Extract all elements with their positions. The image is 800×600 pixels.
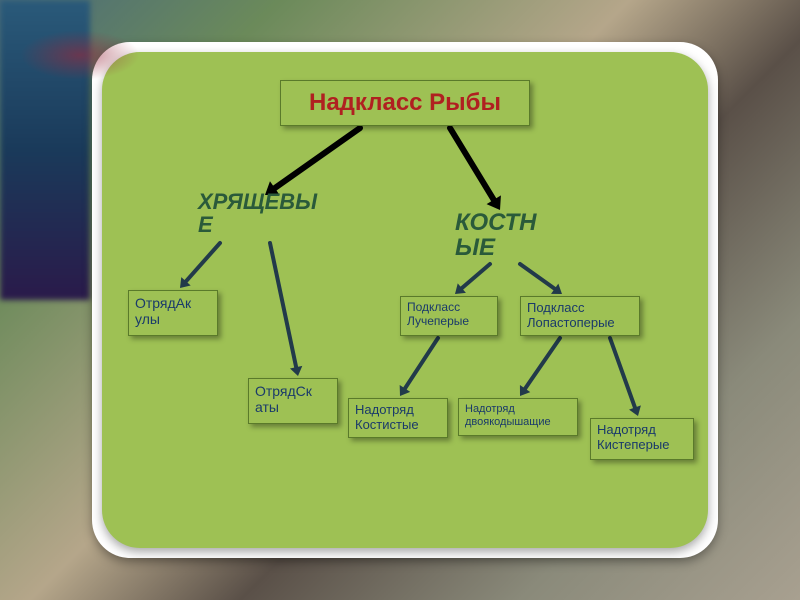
background-photo: Надкласс Рыбы ХРЯЩЕВЫЕ КОСТНЫЕ ОтрядАкулы О… bbox=[0, 0, 800, 600]
node-teleostei: НадотрядКостистые bbox=[348, 398, 448, 438]
class-label-cartilaginous: ХРЯЩЕВЫЕ bbox=[198, 190, 317, 236]
class-label-bony: КОСТНЫЕ bbox=[455, 210, 537, 260]
node-crossopteryg: НадотрядКистеперые bbox=[590, 418, 694, 460]
title-text: Надкласс Рыбы bbox=[309, 89, 501, 117]
node-sharks: ОтрядАкулы bbox=[128, 290, 218, 336]
node-lobefinned: ПодклассЛопастоперые bbox=[520, 296, 640, 336]
node-rays: ОтрядСкаты bbox=[248, 378, 338, 424]
title-node: Надкласс Рыбы bbox=[280, 80, 530, 126]
node-rayfinned: ПодклассЛучеперые bbox=[400, 296, 498, 336]
node-dipnoi: Надотряддвоякодышащие bbox=[458, 398, 578, 436]
